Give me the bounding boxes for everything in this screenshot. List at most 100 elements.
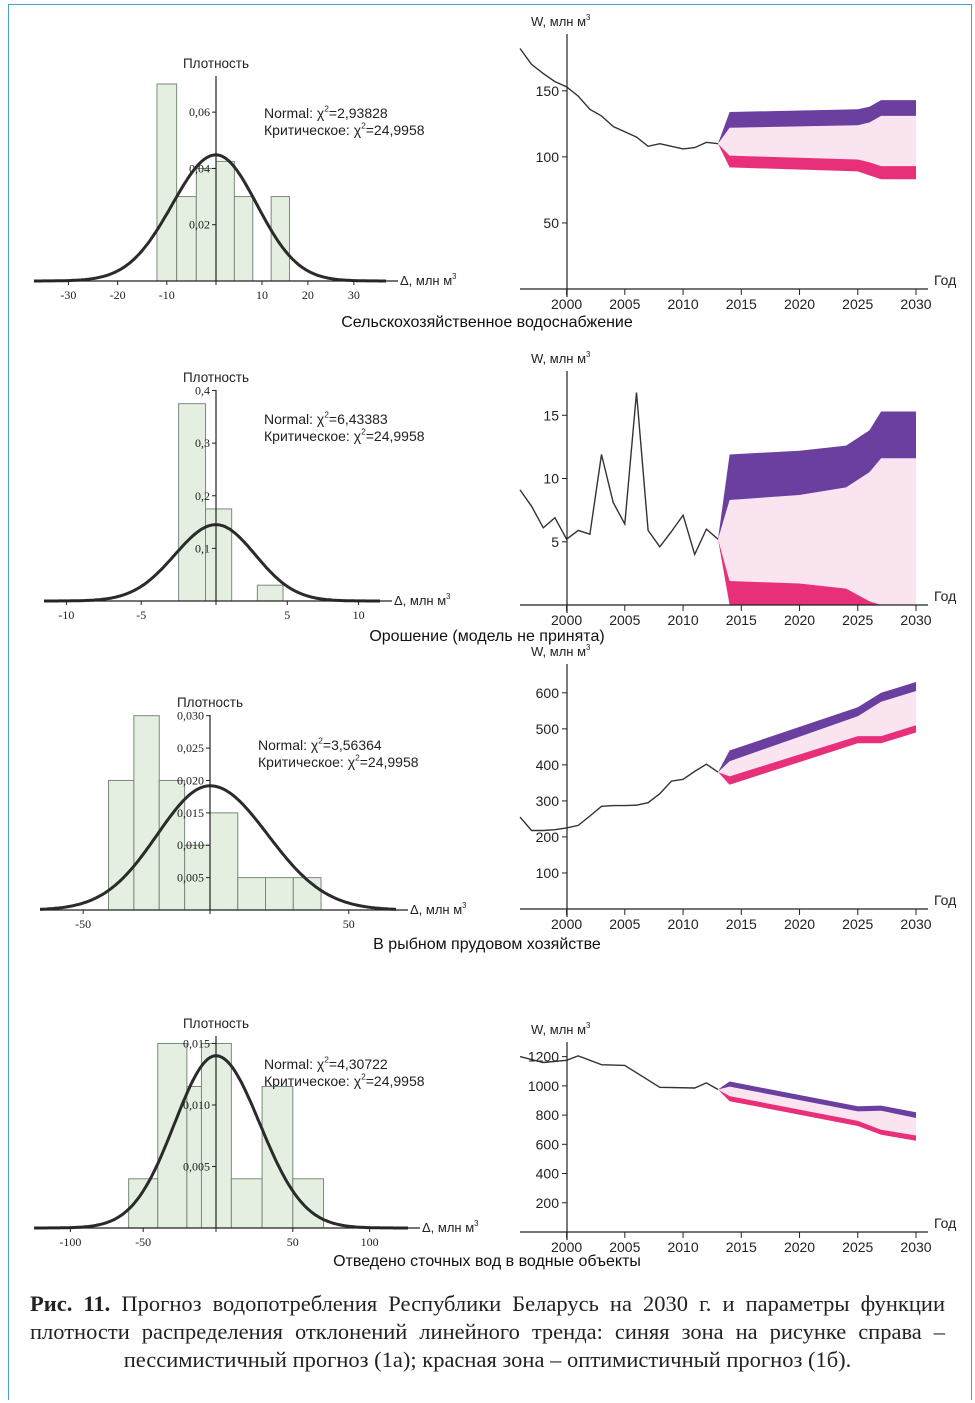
histogram-y-tick-label: 0,2 — [195, 489, 210, 503]
forecast-x-tick-label: 2030 — [900, 916, 931, 932]
critical-chi-square-label: Критическое: χ2=24,9958 — [264, 427, 425, 444]
histogram-x-tick-label: 50 — [287, 1235, 299, 1249]
forecast-x-label: Год — [934, 892, 956, 908]
histogram-bar — [230, 1178, 263, 1229]
histogram-x-tick-label: -20 — [110, 288, 126, 302]
forecast-y-tick-label: 1200 — [528, 1049, 559, 1065]
histogram-x-tick-label: 5 — [284, 608, 290, 622]
forecast-chart: 2000 2005 2010 2015 2020 2025 2030 200 400 600 800… — [519, 1021, 956, 1255]
section-title: Орошение (модель не принята) — [369, 628, 604, 645]
histogram-x-tick-label: 50 — [343, 917, 355, 931]
forecast-y-tick-label: 1000 — [528, 1078, 559, 1094]
histogram-bar — [108, 779, 135, 911]
forecast-y-tick-label: 600 — [536, 685, 560, 701]
forecast-middle-zone — [718, 691, 916, 777]
histogram-x-tick-label: 10 — [353, 608, 365, 622]
forecast-y-tick-label: 100 — [536, 865, 560, 881]
forecast-x-tick-label: 2015 — [726, 296, 757, 312]
forecast-x-tick-label: 2010 — [667, 1239, 698, 1255]
forecast-x-tick-label: 2030 — [900, 296, 931, 312]
histogram-bar — [157, 1042, 188, 1229]
critical-chi-square-label: Критическое: χ2=24,9958 — [258, 753, 419, 770]
histogram-bar — [265, 877, 294, 911]
caption-text: Прогноз водопотребления Республики Белар… — [30, 1291, 945, 1372]
histogram-x-tick-label: 100 — [361, 1235, 379, 1249]
forecast-x-tick-label: 2020 — [784, 916, 815, 932]
forecast-y-tick-label: 100 — [536, 149, 560, 165]
forecast-x-tick-label: 2015 — [726, 1239, 757, 1255]
histogram-y-tick-label: 0,010 — [177, 838, 204, 852]
forecast-y-tick-label: 150 — [536, 83, 560, 99]
histogram-bar — [237, 877, 267, 911]
history-line — [519, 392, 719, 557]
forecast-x-tick-label: 2015 — [726, 612, 757, 628]
histogram-y-tick-label: 0,005 — [177, 871, 204, 885]
histogram-x-tick-label: -30 — [60, 288, 76, 302]
forecast-x-tick-label: 2005 — [609, 612, 640, 628]
histogram-bar — [156, 83, 178, 282]
normal-chi-square-label: Normal: χ2=2,93828 — [264, 104, 388, 121]
histogram-bar — [133, 715, 160, 911]
pessimistic-zone — [718, 1081, 916, 1118]
histogram-bar — [176, 196, 197, 282]
history-line — [519, 1055, 719, 1091]
forecast-y-tick-label: 500 — [536, 721, 560, 737]
histogram-bar — [209, 812, 239, 911]
forecast-chart: 2000 2005 2010 2015 2020 2025 2030 5 10 15 W, млн … — [519, 350, 956, 628]
figure-frame — [8, 4, 972, 1400]
forecast-chart: 2000 2005 2010 2015 2020 2025 2030 50 100 150 W, м… — [519, 13, 956, 312]
histogram-y-tick-label: 0,04 — [189, 161, 210, 175]
forecast-x-tick-label: 2025 — [842, 916, 873, 932]
histogram-x-tick-label: -50 — [75, 917, 91, 931]
histogram-x-tick-label: -100 — [59, 1235, 81, 1249]
forecast-x-tick-label: 2010 — [667, 296, 698, 312]
pessimistic-zone — [718, 682, 916, 773]
histogram-y-tick-label: 0,015 — [177, 806, 204, 820]
forecast-x-tick-label: 2020 — [784, 612, 815, 628]
figure-caption: Рис. 11. Прогноз водопотребления Республ… — [30, 1290, 945, 1374]
histogram-y-tick-label: 0,06 — [189, 105, 210, 119]
histogram-y-tick-label: 0,020 — [177, 773, 204, 787]
section-title: В рыбном прудовом хозяйстве — [373, 936, 601, 953]
forecast-y-label: W, млн м3 — [531, 350, 590, 366]
forecast-x-tick-label: 2025 — [842, 612, 873, 628]
forecast-x-tick-label: 2030 — [900, 612, 931, 628]
histogram-y-tick-label: 0,02 — [189, 218, 210, 232]
forecast-y-tick-label: 400 — [536, 1166, 560, 1182]
forecast-y-tick-label: 15 — [543, 407, 559, 423]
forecast-x-tick-label: 2005 — [609, 916, 640, 932]
histogram-x-tick-label: -50 — [135, 1235, 151, 1249]
pessimistic-zone — [718, 100, 916, 144]
forecast-x-tick-label: 2010 — [667, 916, 698, 932]
histogram-x-tick-label: -10 — [58, 608, 74, 622]
histogram-bar — [178, 403, 207, 602]
forecast-x-tick-label: 2010 — [667, 612, 698, 628]
histogram-x-tick-label: 20 — [302, 288, 314, 302]
section-3: -50 50 0,005 0,010 0,015 0,020 0,025 0,030Плотн… — [39, 643, 956, 953]
histogram-y-tick-label: 0,015 — [183, 1036, 210, 1050]
forecast-y-tick-label: 5 — [551, 534, 559, 550]
forecast-y-label: W, млн м3 — [531, 1021, 590, 1037]
histogram-y-label: Плотность — [183, 56, 249, 71]
section-title: Сельскохозяйственное водоснабжение — [341, 314, 633, 331]
histogram-y-tick-label: 0,030 — [177, 709, 204, 723]
histogram-x-tick-label: -5 — [136, 608, 146, 622]
forecast-y-tick-label: 10 — [543, 471, 559, 487]
histogram-y-tick-label: 0,010 — [183, 1098, 210, 1112]
optimistic-zone — [718, 143, 916, 180]
histogram-x-label: Δ, млн м3 — [394, 592, 451, 608]
history-line — [519, 763, 719, 832]
histogram-chart: -50 50 0,005 0,010 0,015 0,020 0,025 0,030Плотн… — [39, 695, 467, 931]
forecast-chart: 2000 2005 2010 2015 2020 2025 2030 100 200 300 400… — [519, 643, 956, 932]
caption-label: Рис. 11. — [30, 1291, 111, 1316]
histogram-y-tick-label: 0,1 — [195, 541, 210, 555]
histogram-chart: -100 -50 50 100 0,005 0,010 0,015 Плотность Δ, м… — [34, 1016, 479, 1249]
normal-chi-square-label: Normal: χ2=3,56364 — [258, 736, 382, 753]
histogram-bar — [233, 196, 254, 282]
forecast-y-tick-label: 200 — [536, 1195, 560, 1211]
forecast-x-label: Год — [934, 1215, 956, 1231]
